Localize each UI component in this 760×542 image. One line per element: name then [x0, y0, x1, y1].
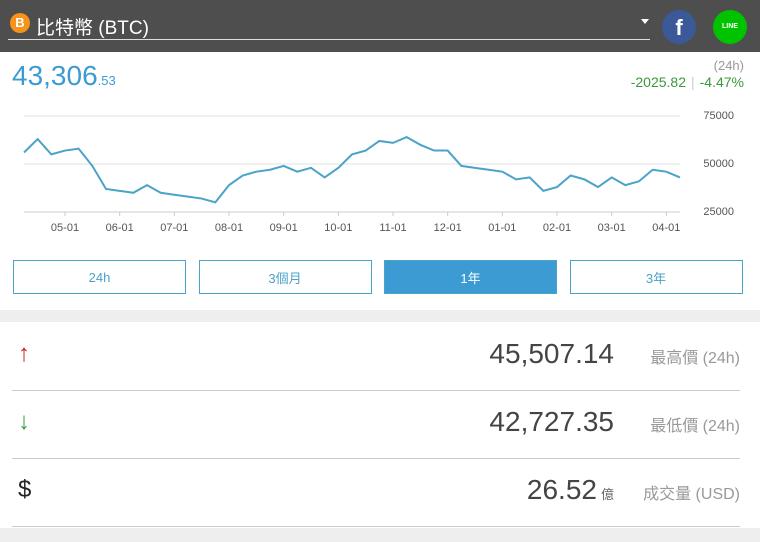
stat-label: 成交量 (USD)	[643, 486, 740, 503]
price: 43,306.53	[12, 60, 116, 92]
price-decimal: .53	[97, 73, 116, 88]
x-tick-label: 04-01	[652, 222, 680, 234]
x-tick-label: 06-01	[106, 222, 134, 234]
dropdown-arrow	[641, 19, 649, 24]
x-tick-label: 12-01	[434, 222, 462, 234]
footer-band	[0, 528, 760, 542]
x-tick-label: 02-01	[543, 222, 571, 234]
y-tick-label: 25000	[703, 206, 734, 218]
stat-row: ↓ 42,727.35 最低價 (24h)	[12, 390, 740, 459]
line-share[interactable]: LINE	[713, 10, 747, 44]
stat-value: 42,727.35	[489, 406, 614, 437]
stat-row: ↑ 45,507.14 最高價 (24h)	[12, 322, 740, 391]
change: -2025.82 | -4.47%	[630, 74, 744, 90]
range-button[interactable]: 3年	[569, 260, 743, 294]
header: B 比特幣 (BTC) f LINE	[0, 0, 760, 52]
y-tick-label: 75000	[703, 110, 734, 122]
x-tick-label: 05-01	[51, 222, 79, 234]
stat-label: 最低價 (24h)	[650, 418, 740, 435]
select-underline	[8, 39, 650, 40]
stat-row: $26.52 億 成交量 (USD)	[12, 458, 740, 527]
stat-icon: ↓	[18, 408, 30, 435]
stat-value: 26.52	[526, 474, 597, 505]
stat-label: 最高價 (24h)	[650, 350, 740, 367]
stat-value-group: 26.52 億 成交量 (USD)	[527, 474, 740, 506]
price-main: 43,306	[12, 60, 98, 91]
x-tick-label: 11-01	[379, 222, 406, 234]
x-tick-label: 08-01	[215, 222, 243, 234]
x-tick-label: 09-01	[270, 222, 298, 234]
change-amount: -2025.82	[630, 74, 686, 90]
price-chart: 25000 50000 75000 05-01 06-01 07-01 08-01 09-01…	[23, 110, 734, 234]
change-period: (24h)	[713, 58, 744, 73]
range-button[interactable]: 24h	[13, 260, 186, 294]
x-tick-label: 07-01	[160, 222, 188, 234]
range-button[interactable]: 1年	[384, 260, 557, 294]
stat-icon: ↑	[18, 340, 30, 367]
x-tick-label: 10-01	[324, 222, 352, 234]
range-button[interactable]: 3個月	[198, 260, 372, 294]
stat-value-group: 45,507.14 最高價 (24h)	[489, 338, 740, 370]
stat-unit: 億	[600, 487, 614, 502]
coin-icon: B	[10, 13, 30, 33]
price-line	[23, 136, 681, 204]
y-tick-label: 50000	[703, 158, 734, 170]
stat-value: 45,507.14	[489, 338, 614, 369]
x-tick-label: 01-01	[488, 222, 516, 234]
divider	[0, 310, 760, 322]
stat-value-group: 42,727.35 最低價 (24h)	[489, 406, 740, 438]
facebook-share[interactable]: f	[662, 10, 696, 44]
stat-icon: $	[18, 476, 32, 503]
x-tick-label: 03-01	[598, 222, 626, 234]
change-percent: -4.47%	[699, 74, 744, 90]
coin-select[interactable]: 比特幣 (BTC)	[36, 18, 149, 39]
